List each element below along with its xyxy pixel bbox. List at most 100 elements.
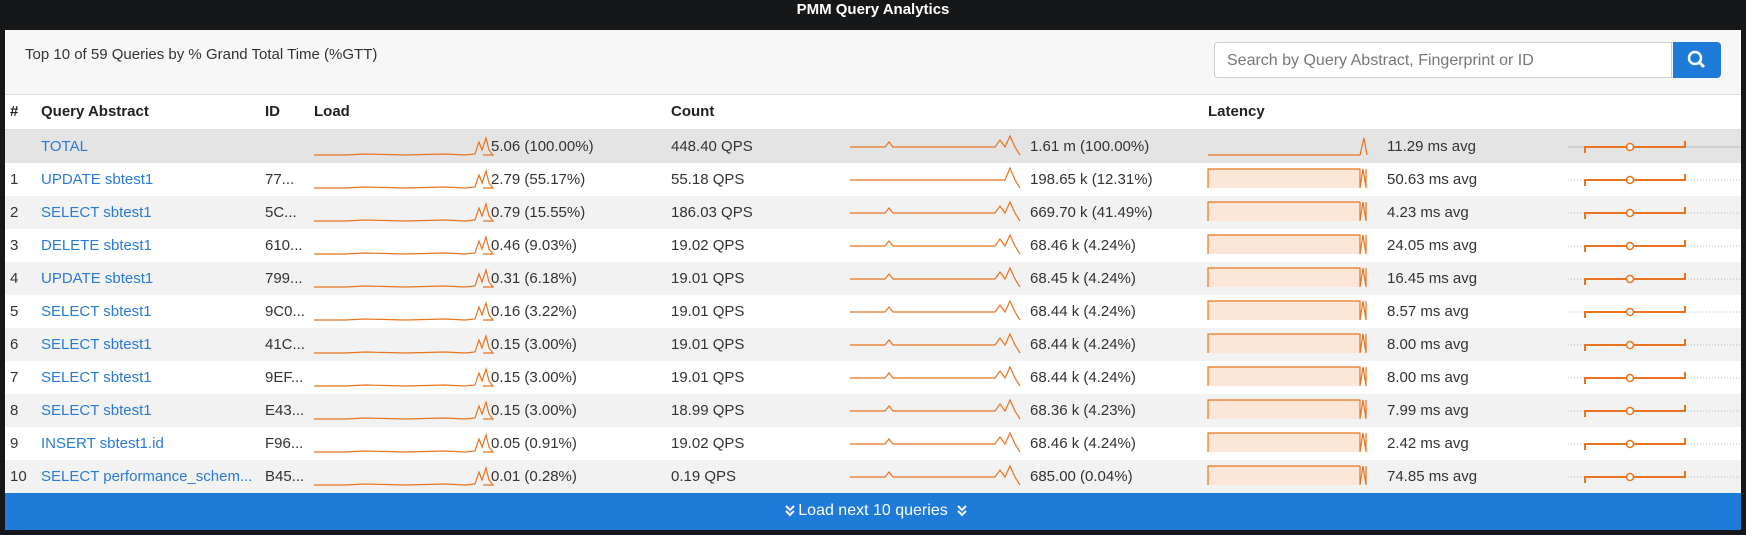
range-avg-dot (1625, 472, 1635, 482)
latency-value: 50.63 ms avg (1387, 171, 1478, 188)
count-sparkline (850, 464, 1021, 486)
row-graphics (314, 398, 1741, 420)
count-sparkline (850, 299, 1021, 321)
rank: 8 (10, 402, 19, 419)
search-input[interactable]: Search by Query Abstract, Fingerprint or… (1214, 42, 1672, 78)
table-row: 3 DELETE sbtest1 610... 0.46 (9.03%) 19.02 Q… (5, 229, 1741, 262)
query-abstract-link[interactable]: INSERT sbtest1.id (41, 435, 164, 452)
latency-area (1208, 367, 1360, 386)
load-value: 0.15 (3.00%) (491, 402, 577, 419)
rank: 5 (10, 303, 19, 320)
row-graphics (314, 134, 1741, 156)
load-value: 0.16 (3.22%) (491, 303, 577, 320)
load-value: 0.79 (15.55%) (491, 204, 586, 221)
latency-sparkline (1207, 300, 1367, 321)
count-qps: 19.01 QPS (671, 270, 745, 287)
count-qps: 448.40 QPS (671, 138, 753, 155)
table-row: 6 SELECT sbtest1 41C... 0.15 (3.00%) 19.01 Q… (5, 328, 1741, 361)
latency-value: 8.00 ms avg (1387, 336, 1469, 353)
latency-value: 8.57 ms avg (1387, 303, 1469, 320)
count-sparkline (850, 134, 1021, 156)
query-abstract-link[interactable]: TOTAL (41, 138, 88, 155)
latency-sparkline (1207, 399, 1367, 420)
count-value: 68.46 k (4.24%) (1030, 237, 1136, 254)
row-graphics (314, 365, 1741, 387)
count-sparkline (850, 166, 1021, 189)
load-sparkline (314, 432, 495, 453)
count-value: 68.45 k (4.24%) (1030, 270, 1136, 287)
query-abstract-link[interactable]: SELECT sbtest1 (41, 402, 152, 419)
count-value: 68.36 k (4.23%) (1030, 402, 1136, 419)
rank: 10 (10, 468, 27, 485)
query-abstract-link[interactable]: SELECT sbtest1 (41, 204, 152, 221)
load-value: 0.01 (0.28%) (491, 468, 577, 485)
table-row: 5 SELECT sbtest1 9C0... 0.16 (3.22%) 19.01 Q… (5, 295, 1741, 328)
range-bar (1584, 405, 1686, 417)
range-bar (1584, 174, 1686, 186)
query-id: 799... (265, 270, 303, 287)
latency-sparkline (1207, 333, 1367, 354)
query-abstract-link[interactable]: DELETE sbtest1 (41, 237, 152, 254)
query-id: 9C0... (265, 303, 306, 320)
load-sparkline (314, 234, 495, 255)
row-graphics (314, 233, 1741, 255)
range-avg-dot (1625, 274, 1635, 284)
latency-area (1208, 202, 1360, 221)
query-id: 9EF... (265, 369, 304, 386)
query-abstract-link[interactable]: SELECT sbtest1 (41, 336, 152, 353)
table-row: 10 SELECT performance_schem... B45... 0.01 … (5, 460, 1741, 493)
panel: Top 10 of 59 Queries by % Grand Total Ti… (5, 30, 1741, 530)
count-qps: 186.03 QPS (671, 204, 753, 221)
count-value: 68.44 k (4.24%) (1030, 336, 1136, 353)
query-abstract-link[interactable]: SELECT performance_schem... (41, 468, 253, 485)
count-value: 685.00 (0.04%) (1030, 468, 1133, 485)
load-value: 0.15 (3.00%) (491, 336, 577, 353)
latency-sparkline (1207, 366, 1367, 387)
load-more-button[interactable]: Load next 10 queries (5, 492, 1741, 530)
latency-sparkline (1207, 168, 1367, 189)
rank: 9 (10, 435, 19, 452)
load-value: 0.05 (0.91%) (491, 435, 577, 452)
latency-value: 7.99 ms avg (1387, 402, 1469, 419)
load-more-text: Load next 10 queries (798, 502, 948, 519)
range-bar (1584, 339, 1686, 351)
column-header: Load (314, 103, 350, 120)
row-graphics (314, 431, 1741, 453)
count-qps: 55.18 QPS (671, 171, 745, 188)
latency-value: 11.29 ms avg (1387, 138, 1476, 155)
range-avg-dot (1625, 439, 1635, 449)
table-row: TOTAL 5.06 (100.00%) 448.40 QPS 1.61 m (100… (5, 130, 1741, 163)
count-qps: 19.01 QPS (671, 369, 745, 386)
rank: 1 (10, 171, 19, 188)
query-abstract-link[interactable]: SELECT sbtest1 (41, 303, 152, 320)
chevron-icon (957, 505, 967, 517)
query-abstract-link[interactable]: UPDATE sbtest1 (41, 270, 154, 287)
range-avg-dot (1625, 340, 1635, 350)
query-abstract-link[interactable]: UPDATE sbtest1 (41, 171, 154, 188)
range-avg-dot (1625, 241, 1635, 251)
count-value: 68.44 k (4.24%) (1030, 303, 1136, 320)
load-sparkline (314, 168, 495, 189)
table-row: 9 INSERT sbtest1.id F96... 0.05 (0.91%) 19.0… (5, 427, 1741, 460)
count-qps: 18.99 QPS (671, 402, 745, 419)
latency-value: 16.45 ms avg (1387, 270, 1478, 287)
query-abstract-link[interactable]: SELECT sbtest1 (41, 369, 152, 386)
latency-area (1208, 400, 1360, 419)
load-sparkline (314, 333, 495, 354)
count-sparkline (850, 332, 1021, 354)
count-value: 1.61 m (100.00%) (1030, 138, 1150, 155)
load-sparkline (314, 201, 495, 222)
table-row: 4 UPDATE sbtest1 799... 0.31 (6.18%) 19.01 Q… (5, 262, 1741, 295)
range-avg-dot (1625, 307, 1635, 317)
rank: 2 (10, 204, 19, 221)
latency-value: 74.85 ms avg (1387, 468, 1478, 485)
count-qps: 0.19 QPS (671, 468, 737, 485)
column-header: Query Abstract (41, 103, 149, 120)
count-qps: 19.01 QPS (671, 303, 745, 320)
load-sparkline (314, 399, 495, 420)
row-graphics (314, 464, 1741, 486)
search-button[interactable] (1673, 42, 1721, 78)
load-sparkline (314, 267, 495, 288)
range-bar (1584, 207, 1686, 219)
